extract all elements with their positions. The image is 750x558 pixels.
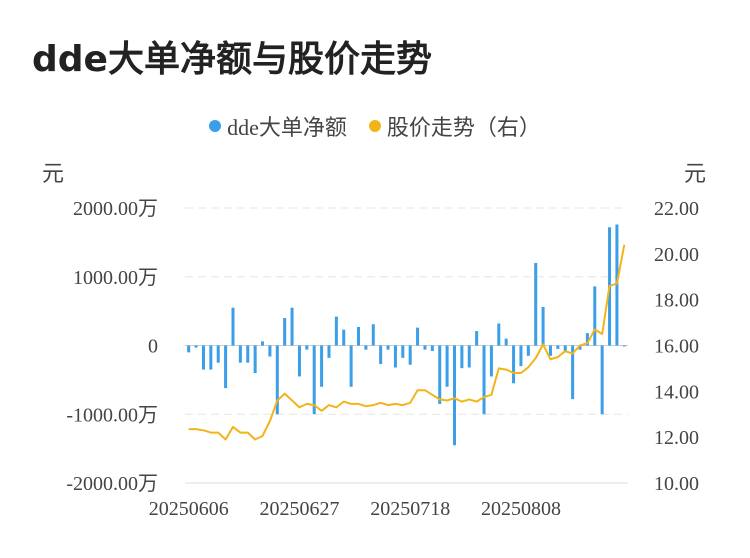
dde-bar <box>216 345 220 363</box>
y-right-tick-label: 14.00 <box>654 381 699 403</box>
legend-item-price[interactable]: 股价走势（右） <box>368 110 541 142</box>
dde-bar <box>320 345 324 387</box>
dde-bar <box>423 345 427 350</box>
bar-series <box>187 224 626 446</box>
dde-bar <box>238 345 242 363</box>
dde-bar <box>438 345 442 404</box>
y-right-tick-label: 16.00 <box>654 336 699 358</box>
y-left-tick-label: -2000.00万 <box>66 473 158 495</box>
dde-bar <box>504 338 508 346</box>
dde-bar <box>261 341 265 346</box>
dde-bar <box>585 333 589 346</box>
dde-bar <box>334 316 338 346</box>
dde-bar <box>467 345 471 368</box>
dde-bar <box>563 345 567 351</box>
y-right-tick-label: 18.00 <box>654 290 699 312</box>
y-right-tick-label: 20.00 <box>654 244 699 266</box>
dde-bar <box>519 345 523 367</box>
legend-label-price: 股价走势（右） <box>386 115 541 140</box>
price-line <box>188 244 626 441</box>
dde-bar <box>224 345 228 389</box>
dde-bar <box>416 327 420 346</box>
dde-bar <box>408 345 412 365</box>
dde-bar <box>593 286 597 346</box>
dde-bar <box>452 345 456 446</box>
dde-bar <box>364 345 368 350</box>
legend: dde大单净额 股价走势（右） <box>0 110 750 142</box>
line-series <box>188 244 626 441</box>
dde-bar <box>460 345 464 369</box>
legend-dot-price <box>368 120 381 132</box>
dde-bar <box>556 345 560 349</box>
dde-bar <box>253 345 257 373</box>
legend-item-dde[interactable]: dde大单净额 <box>209 110 347 142</box>
legend-dot-dde <box>209 120 222 132</box>
legend-label-dde: dde大单净额 <box>227 115 347 140</box>
dde-bar <box>615 224 619 346</box>
dde-bar <box>201 345 205 370</box>
dde-bar <box>622 345 626 347</box>
dde-bar <box>305 345 309 350</box>
dde-bar <box>578 345 582 350</box>
dde-bar <box>386 345 390 350</box>
y-right-tick-label: 10.00 <box>654 473 699 495</box>
dde-bar <box>548 345 552 356</box>
dde-bar <box>231 307 235 346</box>
dde-bar <box>371 324 375 346</box>
x-tick-label: 20250606 <box>149 498 229 520</box>
dde-bar <box>297 345 301 377</box>
dde-bar <box>246 345 250 363</box>
dde-bar <box>401 345 405 358</box>
chart-title: dde大单净额与股价走势 <box>32 39 432 80</box>
dde-bar <box>393 345 397 368</box>
dde-bar <box>379 345 383 365</box>
dde-bar <box>349 345 353 387</box>
dde-bar <box>571 345 575 400</box>
dde-bar <box>489 345 493 377</box>
dde-bar <box>342 329 346 346</box>
dde-bar <box>475 331 479 346</box>
x-tick-label: 20250627 <box>259 498 339 520</box>
dde-bar <box>357 326 361 346</box>
dde-bar <box>526 345 530 356</box>
dde-bar <box>534 263 538 346</box>
dde-bar <box>497 323 501 346</box>
x-tick-label: 20250718 <box>370 498 450 520</box>
dde-bar <box>209 345 213 370</box>
y-right-unit: 元 <box>684 161 707 186</box>
dde-bar <box>445 345 449 387</box>
dde-bar <box>290 307 294 346</box>
dde-bar <box>600 345 604 415</box>
dde-bar <box>275 345 279 415</box>
dde-bar <box>482 345 486 415</box>
dde-bar <box>283 318 287 346</box>
x-tick-label: 20250808 <box>481 498 561 520</box>
dde-bar <box>541 307 545 346</box>
grid-lines <box>185 207 628 484</box>
y-left-unit: 元 <box>42 161 65 186</box>
axis-labels: 2000.00万 1000.00万 0 -1000.00万 -2000.00万 22.00… <box>66 198 699 520</box>
dde-bar <box>512 345 516 384</box>
y-left-tick-label: -1000.00万 <box>66 404 158 426</box>
y-right-tick-label: 22.00 <box>654 198 699 220</box>
dde-bar <box>187 345 191 353</box>
y-left-tick-label: 1000.00万 <box>73 267 158 289</box>
y-right-tick-label: 12.00 <box>654 427 699 449</box>
dde-bar <box>430 345 434 351</box>
dde-bar <box>312 345 316 415</box>
dde-bar <box>268 345 272 357</box>
y-left-tick-label: 2000.00万 <box>73 198 158 220</box>
dde-bar <box>194 345 198 348</box>
dde-bar <box>327 345 331 358</box>
y-left-tick-label: 0 <box>148 336 158 358</box>
